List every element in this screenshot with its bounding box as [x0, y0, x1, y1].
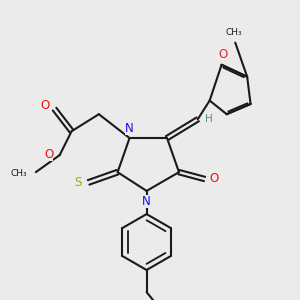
Text: N: N	[125, 122, 134, 135]
Text: O: O	[219, 48, 228, 61]
Text: S: S	[74, 176, 81, 189]
Text: CH₃: CH₃	[11, 169, 27, 178]
Text: O: O	[40, 99, 50, 112]
Text: O: O	[209, 172, 219, 185]
Text: O: O	[44, 148, 53, 161]
Text: CH₃: CH₃	[225, 28, 242, 37]
Text: H: H	[205, 114, 212, 124]
Text: N: N	[142, 195, 151, 208]
